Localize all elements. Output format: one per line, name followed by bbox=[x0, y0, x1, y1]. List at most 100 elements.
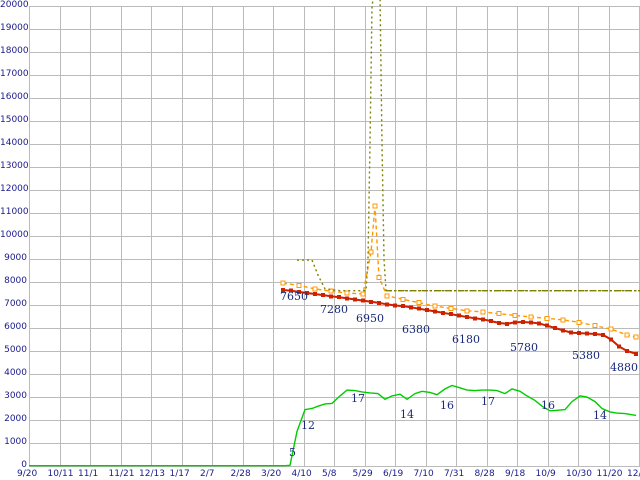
series-marker bbox=[528, 314, 534, 320]
series-marker bbox=[432, 303, 438, 309]
x-axis-tick: 7/10 bbox=[413, 469, 434, 479]
y-axis-tick: 20000 bbox=[0, 0, 29, 10]
x-axis-tick: 6/19 bbox=[383, 469, 404, 479]
x-axis-tick: 10/9 bbox=[535, 469, 556, 479]
y-axis-tick: 18000 bbox=[0, 46, 29, 56]
series-marker bbox=[297, 289, 301, 294]
y-axis-tick: 7000 bbox=[4, 299, 27, 309]
x-axis-tick: 5/8 bbox=[322, 469, 337, 479]
data-value-label: 5780 bbox=[510, 341, 538, 354]
x-axis-tick: 4/10 bbox=[291, 469, 312, 479]
series-marker bbox=[425, 308, 429, 313]
data-value-label: 5380 bbox=[572, 349, 600, 362]
series-marker bbox=[569, 330, 573, 335]
series-marker bbox=[369, 299, 373, 304]
data-value-label: 7650 bbox=[280, 290, 308, 303]
y-axis-tick: 15000 bbox=[0, 115, 29, 125]
x-axis-tick: 10/11 bbox=[47, 469, 74, 479]
series-marker bbox=[337, 295, 341, 300]
series-marker bbox=[489, 319, 493, 324]
data-value-label: 14 bbox=[593, 409, 607, 422]
series-marker bbox=[505, 321, 509, 326]
series-marker bbox=[553, 326, 557, 330]
y-axis-tick: 4000 bbox=[4, 368, 27, 378]
series-marker bbox=[497, 320, 501, 325]
x-axis-tick: 7/31 bbox=[444, 469, 465, 479]
series-marker bbox=[385, 302, 389, 307]
series-marker bbox=[376, 274, 382, 280]
y-axis-tick: 11000 bbox=[0, 207, 29, 217]
x-axis-tick: 9/20 bbox=[17, 469, 38, 479]
y-axis-tick: 10000 bbox=[0, 230, 29, 240]
series-marker bbox=[433, 309, 437, 314]
series-marker bbox=[353, 297, 357, 302]
x-axis-tick: 8/28 bbox=[474, 469, 495, 479]
series-marker bbox=[296, 282, 302, 288]
series-marker bbox=[617, 344, 621, 349]
y-axis-tick: 13000 bbox=[0, 161, 29, 171]
y-axis-tick: 14000 bbox=[0, 138, 29, 148]
series-marker bbox=[289, 288, 293, 293]
series-marker bbox=[513, 320, 517, 325]
series-marker bbox=[328, 288, 334, 294]
series-marker bbox=[576, 319, 582, 325]
series-marker bbox=[577, 331, 581, 336]
series-marker bbox=[529, 320, 533, 325]
y-axis-tick: 1000 bbox=[4, 437, 27, 447]
series-marker bbox=[473, 316, 477, 321]
y-axis-tick: 16000 bbox=[0, 92, 29, 102]
data-value-label: 7280 bbox=[320, 303, 348, 316]
series-spike-olive bbox=[297, 0, 640, 292]
series-marker bbox=[465, 314, 469, 319]
series-volume-green bbox=[29, 384, 637, 467]
series-marker bbox=[312, 286, 318, 292]
series-marker bbox=[448, 305, 454, 311]
data-value-label: 14 bbox=[400, 408, 414, 421]
series-marker bbox=[344, 290, 350, 296]
data-value-label: 5 bbox=[289, 446, 296, 459]
series-marker bbox=[624, 332, 630, 338]
series-marker bbox=[601, 332, 605, 337]
series-marker bbox=[377, 300, 381, 305]
data-value-label: 6380 bbox=[402, 323, 430, 336]
series-marker bbox=[593, 331, 597, 336]
series-marker bbox=[321, 293, 325, 298]
x-axis-tick: 2/28 bbox=[230, 469, 251, 479]
series-marker bbox=[496, 311, 502, 317]
data-value-label: 4880 bbox=[610, 361, 638, 374]
series-marker bbox=[585, 331, 589, 336]
x-axis-tick: 11/20 bbox=[596, 469, 623, 479]
series-marker bbox=[457, 313, 461, 318]
series-marker bbox=[409, 305, 413, 310]
series-marker bbox=[560, 317, 566, 323]
data-value-label: 17 bbox=[481, 395, 495, 408]
y-axis-tick: 8000 bbox=[4, 276, 27, 286]
series-marker bbox=[544, 315, 550, 321]
series-marker bbox=[400, 296, 406, 302]
series-marker bbox=[608, 326, 614, 332]
series-marker bbox=[372, 203, 378, 209]
x-axis-tick: 11/1 bbox=[78, 469, 99, 479]
series-marker bbox=[393, 303, 397, 308]
series-marker bbox=[633, 334, 639, 340]
series-marker bbox=[512, 312, 518, 318]
series-upper-orange bbox=[282, 206, 637, 338]
series-marker bbox=[360, 291, 366, 297]
series-marker bbox=[449, 312, 453, 317]
series-marker bbox=[480, 309, 486, 315]
x-axis-tick: 5/29 bbox=[352, 469, 373, 479]
x-axis-tick: 2/7 bbox=[200, 469, 215, 479]
x-axis-tick: 11/21 bbox=[108, 469, 135, 479]
series-marker bbox=[313, 291, 317, 296]
x-axis-tick: 12/4 bbox=[627, 469, 640, 479]
data-value-label: 6950 bbox=[356, 312, 384, 325]
y-axis-tick: 6000 bbox=[4, 322, 27, 332]
y-axis-tick: 9000 bbox=[4, 253, 27, 263]
x-axis-tick: 9/18 bbox=[505, 469, 526, 479]
y-axis-tick: 19000 bbox=[0, 23, 29, 33]
series-lines bbox=[29, 0, 640, 467]
series-marker bbox=[481, 317, 485, 322]
y-axis-tick: 0 bbox=[21, 460, 27, 470]
